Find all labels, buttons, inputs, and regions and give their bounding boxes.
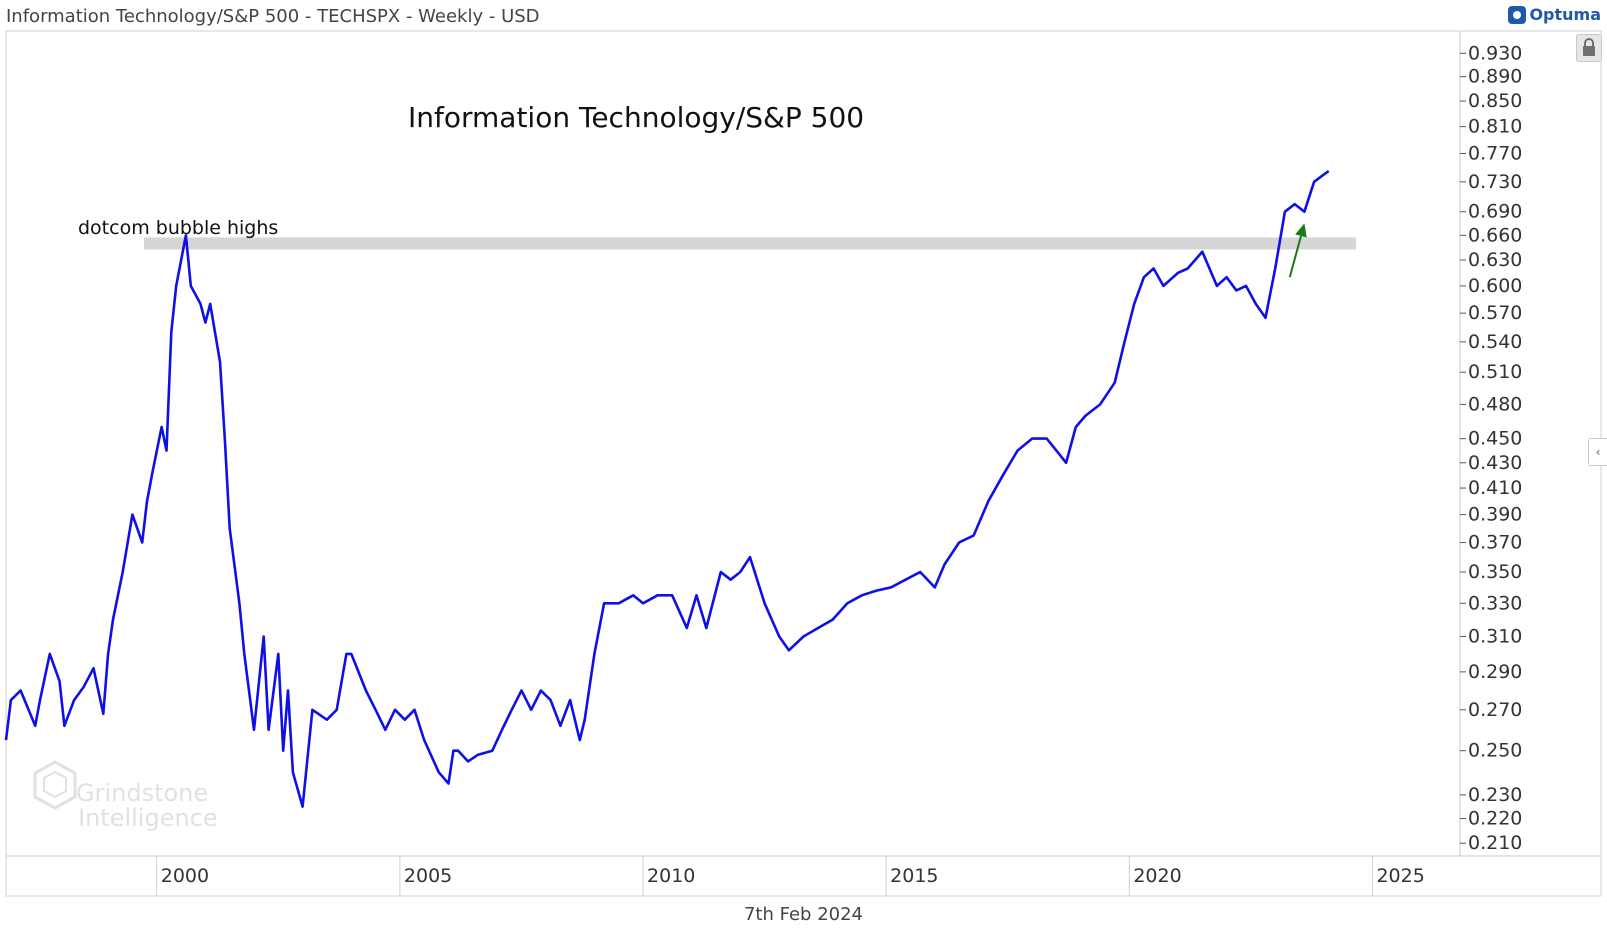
y-tick-label: 0.480 [1468,393,1522,415]
dotcom-annotation-label: dotcom bubble highs [78,217,278,239]
y-tick-label: 0.270 [1468,699,1522,721]
arrow-shaft [1288,235,1302,278]
y-tick-label: 0.890 [1468,66,1522,88]
chevron-left-icon: ‹ [1595,445,1601,459]
optuma-logo: Optuma [1508,5,1601,24]
y-tick-label: 0.770 [1468,143,1522,165]
y-tick-label: 0.390 [1468,504,1522,526]
y-tick-label: 0.210 [1468,832,1522,854]
y-tick-label: 0.570 [1468,302,1522,324]
dotcom-resistance-band [144,237,1356,250]
x-tick-label: 2020 [1133,865,1181,887]
x-tick-label: 2000 [161,865,209,887]
y-tick-label: 0.930 [1468,42,1522,64]
y-tick-label: 0.290 [1468,661,1522,683]
y-tick-label: 0.540 [1468,331,1522,353]
plot-frame [5,30,1602,897]
watermark-line1: Grindstone [76,779,208,807]
x-tick-label: 2010 [647,865,695,887]
y-tick-label: 0.630 [1468,249,1522,271]
y-tick-label: 0.850 [1468,90,1522,112]
y-tick-label: 0.510 [1468,361,1522,383]
y-tick-label: 0.410 [1468,477,1522,499]
chart-header-title: Information Technology/S&P 500 - TECHSPX… [6,6,540,27]
up-arrow-annotation [1288,223,1307,278]
y-tick-label: 0.220 [1468,808,1522,830]
y-tick-label: 0.660 [1468,224,1522,246]
y-tick-label: 0.350 [1468,561,1522,583]
y-tick-label: 0.430 [1468,452,1522,474]
lock-icon [1583,38,1595,56]
grindstone-logo-icon [33,760,77,810]
y-tick-label: 0.810 [1468,116,1522,138]
x-axis-ticks: 2000 2005 2010 2015 2020 2025 [156,856,1425,896]
lock-button[interactable] [1576,34,1602,62]
y-tick-label: 0.370 [1468,532,1522,554]
grindstone-watermark: Grindstone Intelligence [33,760,218,832]
y-tick-label: 0.250 [1468,740,1522,762]
x-tick-label: 2005 [404,865,452,887]
x-tick-label: 2015 [890,865,938,887]
y-tick-label: 0.450 [1468,428,1522,450]
y-tick-label: 0.310 [1468,625,1522,647]
x-tick-label: 2025 [1376,865,1424,887]
y-tick-label: 0.690 [1468,201,1522,223]
y-tick-label: 0.230 [1468,784,1522,806]
footer-date: 7th Feb 2024 [743,904,864,925]
watermark-line2: Intelligence [78,804,218,832]
arrow-head [1295,223,1307,238]
optuma-icon [1508,5,1527,24]
y-tick-label: 0.330 [1468,592,1522,614]
chart-title: Information Technology/S&P 500 [408,101,864,134]
collapse-panel-button[interactable]: ‹ [1588,438,1607,466]
series-line-techspx [4,169,1330,808]
y-tick-label: 0.600 [1468,275,1522,297]
brand-name: Optuma [1529,5,1601,24]
y-tick-label: 0.730 [1468,171,1522,193]
